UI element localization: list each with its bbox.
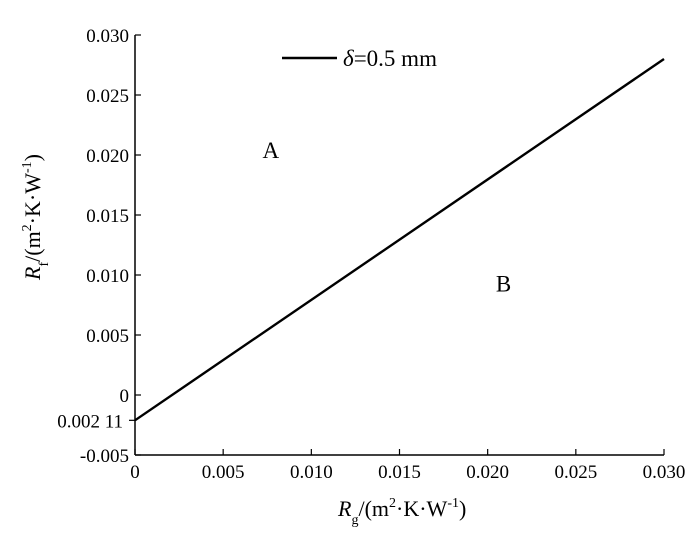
y-tick-label: 0.020 [86,146,129,167]
axes [134,35,664,456]
y-tick-label: 0 [120,386,130,407]
x-tick-label: 0 [130,462,140,483]
annotations: A B 0.002 11 [57,138,511,432]
x-tick-labels: 0 0.005 0.010 0.015 0.020 0.025 0.030 [130,462,685,483]
y-tick-label: 0.025 [86,86,129,107]
x-tick-label: 0.010 [290,462,333,483]
x-tick-label: 0.025 [554,462,597,483]
y-tick-label: 0.015 [86,206,129,227]
x-tick-label: 0.005 [202,462,245,483]
legend-value: =0.5 mm [354,46,437,71]
y-axis-label: Rf/(m2·K·W-1) [20,154,52,281]
legend-label: δ=0.5 mm [343,46,437,71]
x-axis-label: Rg/(m2·K·W-1) [337,496,466,528]
y-tick-label: 0.005 [86,326,129,347]
y-tick-labels: -0.005 0 0.005 0.010 0.015 0.020 0.025 0.030 [80,26,129,467]
y-tick-label: -0.005 [80,446,129,467]
region-label-b: B [496,271,511,296]
tick-marks [134,34,665,456]
x-tick-label: 0.020 [466,462,509,483]
x-tick-label: 0.015 [378,462,421,483]
region-label-a: A [262,138,279,163]
legend-symbol: δ [343,46,354,71]
y-tick-label: 0.010 [86,266,129,287]
legend: δ=0.5 mm [282,46,437,71]
x-tick-label: 0.030 [643,462,686,483]
intercept-label: 0.002 11 [57,411,123,432]
y-tick-label: 0.030 [86,26,129,47]
series-layer [134,58,665,422]
series-line [134,58,665,422]
